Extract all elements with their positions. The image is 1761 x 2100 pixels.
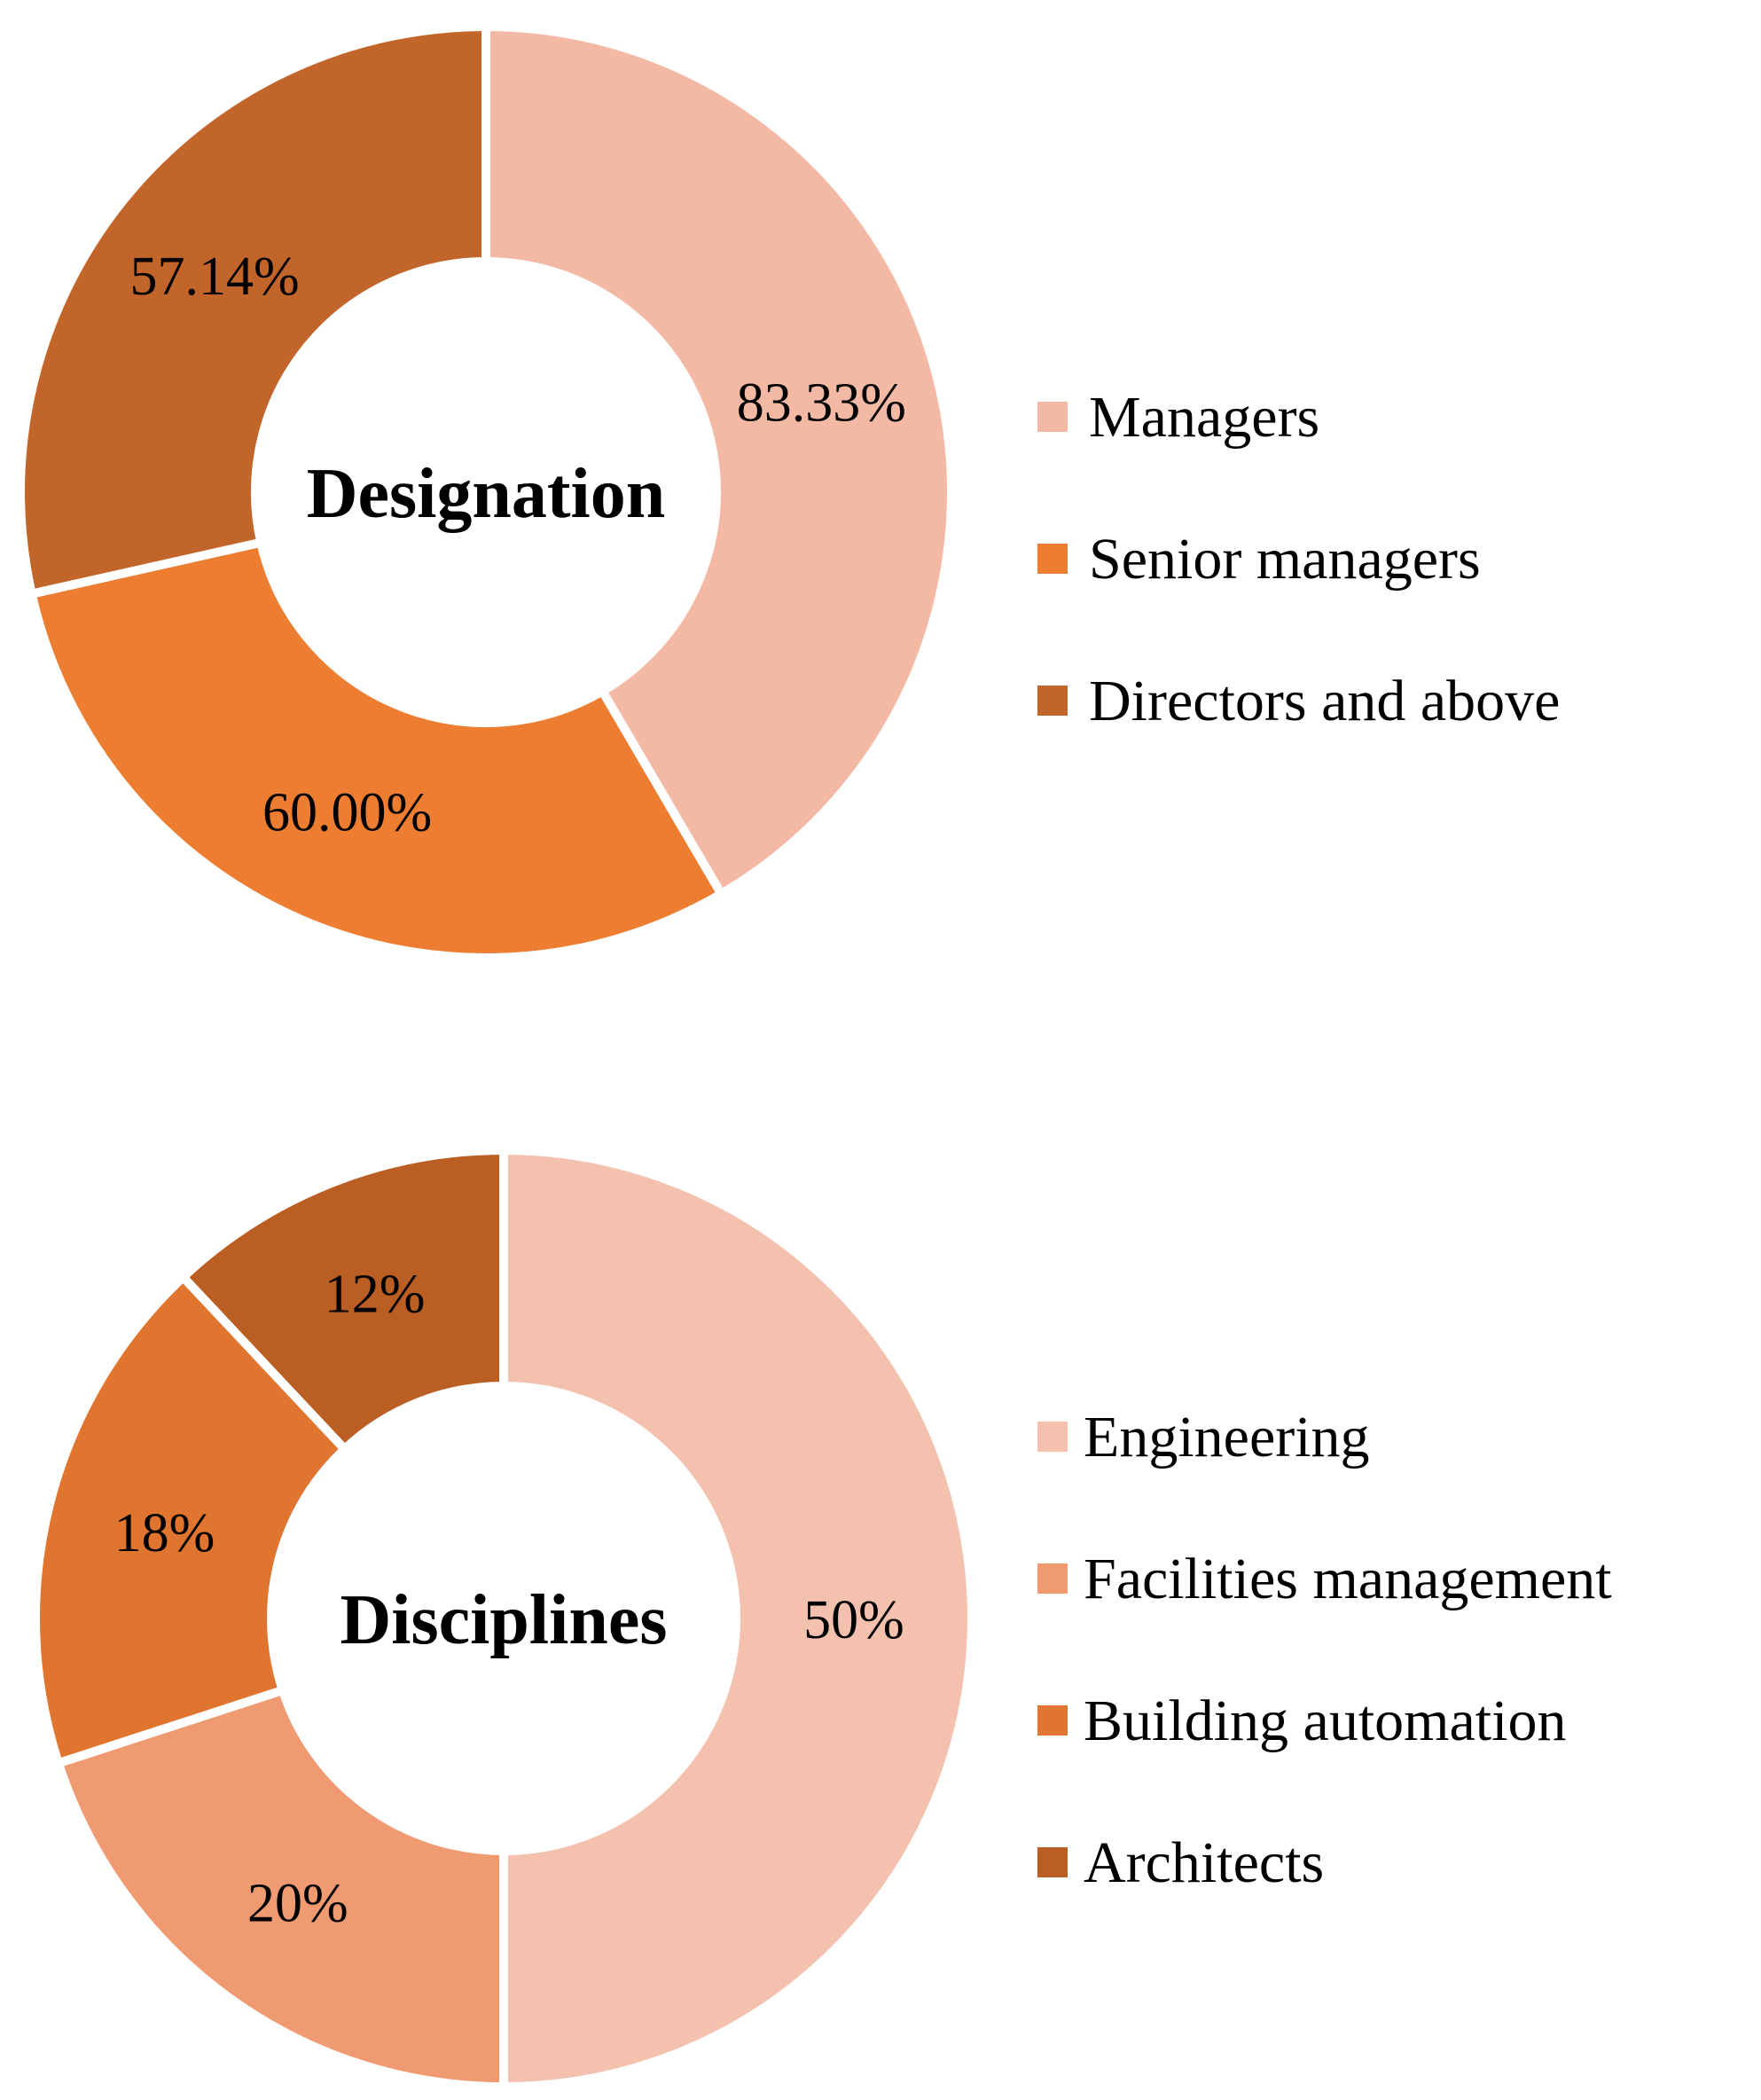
designation-donut-chart: 83.33% 60.00% 57.14% Designation	[16, 21, 956, 962]
disciplines-legend-swatch-architects	[1037, 1847, 1068, 1877]
disciplines-legend-label-building-automation: Building automation	[1084, 1689, 1566, 1753]
disciplines-legend-label-facilities-management: Facilities management	[1084, 1547, 1612, 1611]
designation-slice-senior-managers	[26, 537, 728, 962]
designation-slice-managers	[481, 21, 956, 900]
disciplines-slice-architects	[176, 1145, 508, 1456]
disciplines-center-title: Disciplines	[340, 1581, 668, 1659]
disciplines-data-label-architects: 12%	[325, 1265, 426, 1325]
disciplines-data-label-engineering: 50%	[803, 1590, 904, 1650]
disciplines-legend-label-architects: Architects	[1084, 1830, 1324, 1895]
designation-data-label-directors-and-above: 57.14%	[129, 247, 299, 307]
designation-data-label-senior-managers: 60.00%	[262, 782, 432, 842]
disciplines-slice-facilities-management	[52, 1684, 508, 2092]
disciplines-legend-swatch-facilities-management	[1037, 1563, 1068, 1594]
designation-legend-label-directors-and-above: Directors and above	[1089, 669, 1560, 733]
disciplines-data-label-building-automation: 18%	[114, 1503, 215, 1563]
disciplines-legend-swatch-engineering	[1037, 1422, 1068, 1452]
disciplines-slice-engineering	[499, 1145, 976, 2092]
designation-legend-label-managers: Managers	[1089, 385, 1319, 450]
designation-legend-swatch-directors-and-above	[1037, 686, 1068, 716]
designation-center-title: Designation	[307, 455, 666, 533]
disciplines-slice-building-automation	[31, 1271, 351, 1769]
designation-legend: Managers Senior managers Directors and abo…	[1037, 385, 1560, 733]
designation-legend-swatch-managers	[1037, 402, 1068, 432]
designation-legend-label-senior-managers: Senior managers	[1089, 527, 1481, 592]
designation-slice-directors-and-above	[16, 21, 490, 599]
designation-data-label-managers: 83.33%	[737, 372, 906, 433]
disciplines-legend-swatch-building-automation	[1037, 1705, 1068, 1736]
designation-legend-swatch-senior-managers	[1037, 544, 1068, 574]
disciplines-legend: Engineering Facilities management Building…	[1037, 1405, 1612, 1895]
disciplines-data-label-facilities-management: 20%	[247, 1874, 348, 1934]
disciplines-legend-label-engineering: Engineering	[1084, 1405, 1370, 1469]
disciplines-donut-chart: 50% 20% 18% 12% Disciplines	[31, 1145, 976, 2092]
